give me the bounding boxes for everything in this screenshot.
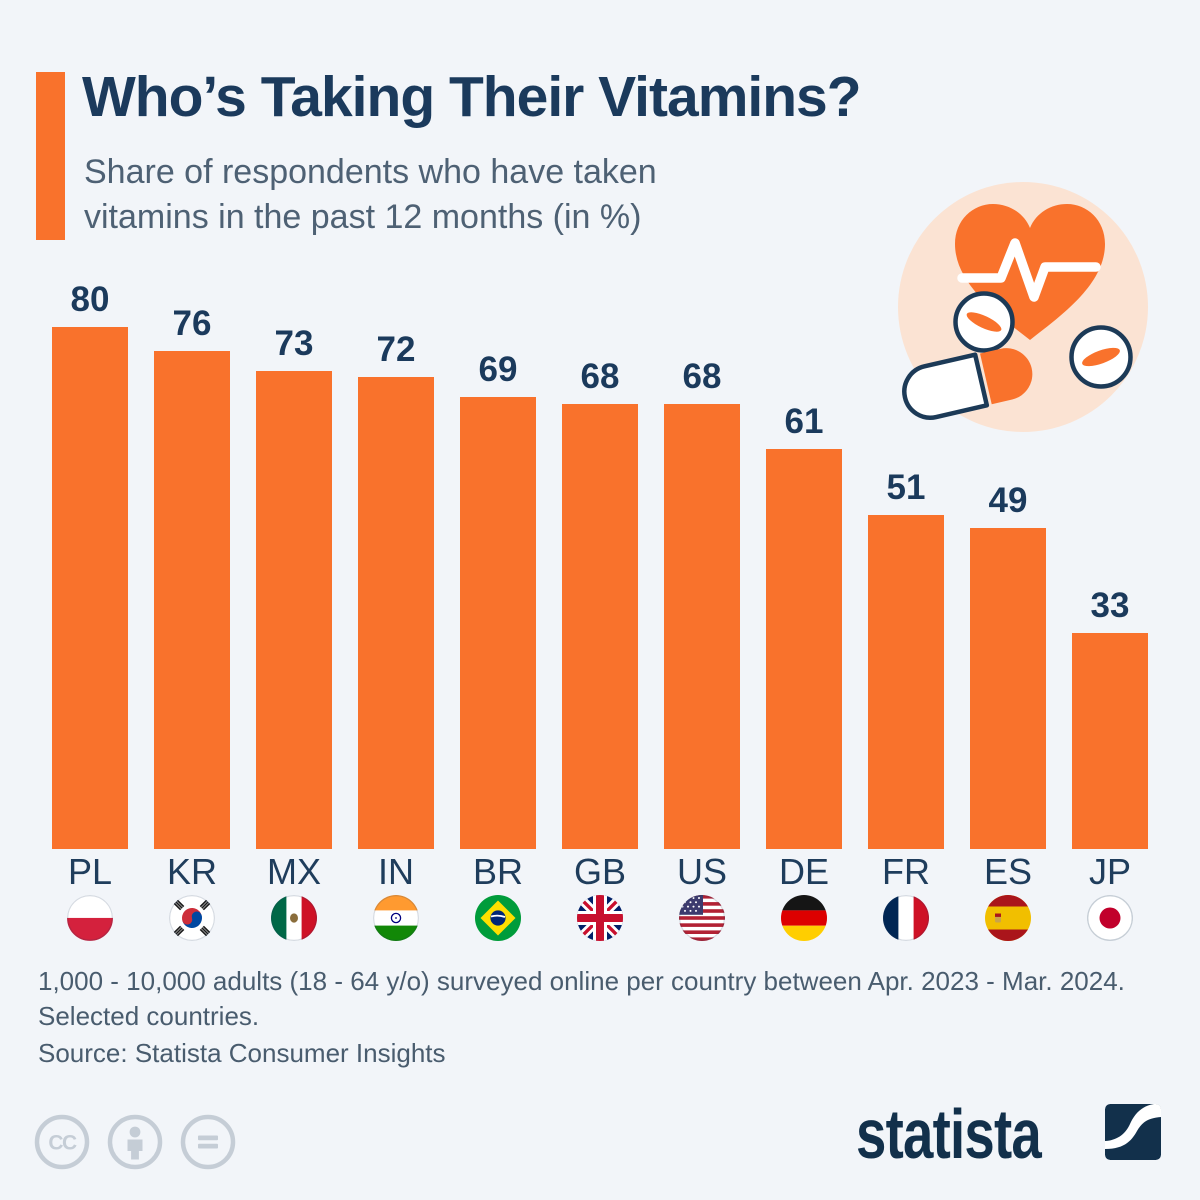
country-code-label: JP xyxy=(1088,851,1131,892)
pulse-line-icon xyxy=(957,238,1101,302)
chart-column: 51 FR xyxy=(855,280,957,941)
bar-value-label: 33 xyxy=(1090,585,1130,625)
tablet-pill-icon xyxy=(953,291,1015,353)
license-icons: CC xyxy=(34,1114,236,1170)
heart-health-pills-icon xyxy=(898,182,1148,432)
chart-column: 33 JP xyxy=(1059,280,1161,941)
country-code-label: PL xyxy=(67,851,113,893)
chart-subtitle: Share of respondents who have taken vita… xyxy=(84,150,657,240)
bar-jp xyxy=(1072,632,1148,849)
chart-column: 61 DE xyxy=(753,280,855,941)
country-code-label: ES xyxy=(983,851,1033,892)
chart-column: 68 US xyxy=(651,280,753,941)
bar-value-label: 69 xyxy=(478,350,518,390)
chart-column: 76 KR xyxy=(141,280,243,941)
bar-chart: 80 PL 76 KR 73 MX 72 IN 69 BR 68 GB 68 US 61 DE 51 FR 49 ES… xyxy=(39,280,1161,941)
bar-fr xyxy=(868,514,944,849)
capsule-pill-icon xyxy=(902,348,1033,420)
statista-swoosh-icon xyxy=(1105,1104,1161,1160)
chart-column: 72 IN xyxy=(345,280,447,941)
country-code-label: MX xyxy=(267,851,321,892)
bar-value-label: 72 xyxy=(376,330,416,370)
chart-column: 49 ES xyxy=(957,280,1059,941)
survey-note-line2: Selected countries. xyxy=(38,1001,260,1031)
subtitle-line2: vitamins in the past 12 months (in %) xyxy=(84,198,642,236)
bar-kr xyxy=(154,351,230,849)
bar-value-label: 68 xyxy=(682,356,722,396)
page-title: Who’s Taking Their Vitamins? xyxy=(82,65,862,129)
bar-mx xyxy=(256,370,332,849)
bar-value-label: 80 xyxy=(70,280,110,319)
flag-kr-icon xyxy=(169,895,215,941)
country-code-label: US xyxy=(676,851,727,892)
country-code-label: KR xyxy=(166,851,217,892)
chart-column: 68 GB xyxy=(549,280,651,941)
bar-es xyxy=(970,528,1046,849)
flag-mx-icon xyxy=(271,895,317,941)
cc-icon: CC xyxy=(34,1114,90,1170)
bar-value-label: 61 xyxy=(784,402,824,442)
bar-in xyxy=(358,377,434,849)
flag-gb-icon xyxy=(577,895,623,941)
bar-value-label: 68 xyxy=(580,356,620,396)
bar-us xyxy=(664,403,740,849)
source-note: Source: Statista Consumer Insights xyxy=(38,1038,446,1068)
bar-value-label: 51 xyxy=(886,467,926,507)
flag-de-icon xyxy=(781,895,827,941)
bar-gb xyxy=(562,403,638,849)
chart-column: 73 MX xyxy=(243,280,345,941)
equals-icon xyxy=(180,1114,236,1170)
country-code-label: FR xyxy=(882,851,930,892)
bar-value-label: 76 xyxy=(172,304,212,344)
bar-value-label: 49 xyxy=(988,481,1028,521)
flag-pl-icon xyxy=(67,895,113,941)
country-code-label: BR xyxy=(472,851,523,892)
chart-column: 80 PL xyxy=(39,280,141,941)
tablet-pill-icon xyxy=(1069,325,1133,389)
flag-br-icon xyxy=(475,895,521,941)
subtitle-line1: Share of respondents who have taken xyxy=(84,153,657,191)
bar-de xyxy=(766,449,842,849)
attribution-person-icon xyxy=(107,1114,163,1170)
title-accent-bar xyxy=(36,72,65,240)
flag-es-icon xyxy=(985,895,1031,941)
country-code-label: DE xyxy=(778,851,829,892)
flag-us-icon xyxy=(679,895,725,941)
bar-br xyxy=(460,397,536,849)
flag-fr-icon xyxy=(883,895,929,941)
bar-value-label: 73 xyxy=(274,323,314,363)
bar-pl xyxy=(52,327,128,850)
flag-jp-icon xyxy=(1087,895,1133,941)
country-code-label: IN xyxy=(378,851,414,892)
flag-in-icon xyxy=(373,895,419,941)
country-code-label: GB xyxy=(573,851,626,892)
survey-note-line1: 1,000 - 10,000 adults (18 - 64 y/o) surv… xyxy=(38,966,1125,996)
chart-column: 69 BR xyxy=(447,280,549,941)
statista-wordmark: statista xyxy=(856,1095,1042,1173)
svg-text:CC: CC xyxy=(48,1132,77,1155)
